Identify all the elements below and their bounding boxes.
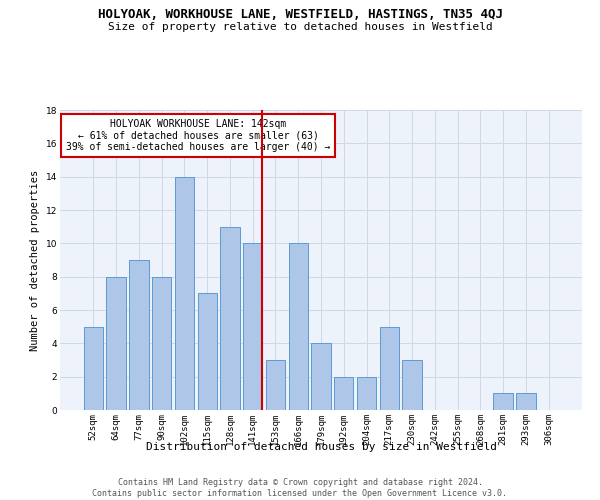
Text: HOLYOAK WORKHOUSE LANE: 142sqm
← 61% of detached houses are smaller (63)
39% of : HOLYOAK WORKHOUSE LANE: 142sqm ← 61% of … [66, 119, 331, 152]
Bar [106, 276, 126, 410]
Bar [197, 294, 217, 410]
Bar [289, 244, 308, 410]
Bar [129, 260, 149, 410]
Text: Contains HM Land Registry data © Crown copyright and database right 2024.
Contai: Contains HM Land Registry data © Crown c… [92, 478, 508, 498]
Bar [493, 394, 513, 410]
Y-axis label: Number of detached properties: Number of detached properties [30, 170, 40, 350]
Bar [357, 376, 376, 410]
Text: Size of property relative to detached houses in Westfield: Size of property relative to detached ho… [107, 22, 493, 32]
Bar [220, 226, 239, 410]
Bar [266, 360, 285, 410]
Bar [243, 244, 262, 410]
Bar [334, 376, 353, 410]
Bar [380, 326, 399, 410]
Bar [516, 394, 536, 410]
Bar [403, 360, 422, 410]
Text: Distribution of detached houses by size in Westfield: Distribution of detached houses by size … [146, 442, 497, 452]
Bar [84, 326, 103, 410]
Bar [175, 176, 194, 410]
Bar [311, 344, 331, 410]
Text: HOLYOAK, WORKHOUSE LANE, WESTFIELD, HASTINGS, TN35 4QJ: HOLYOAK, WORKHOUSE LANE, WESTFIELD, HAST… [97, 8, 503, 20]
Bar [152, 276, 172, 410]
